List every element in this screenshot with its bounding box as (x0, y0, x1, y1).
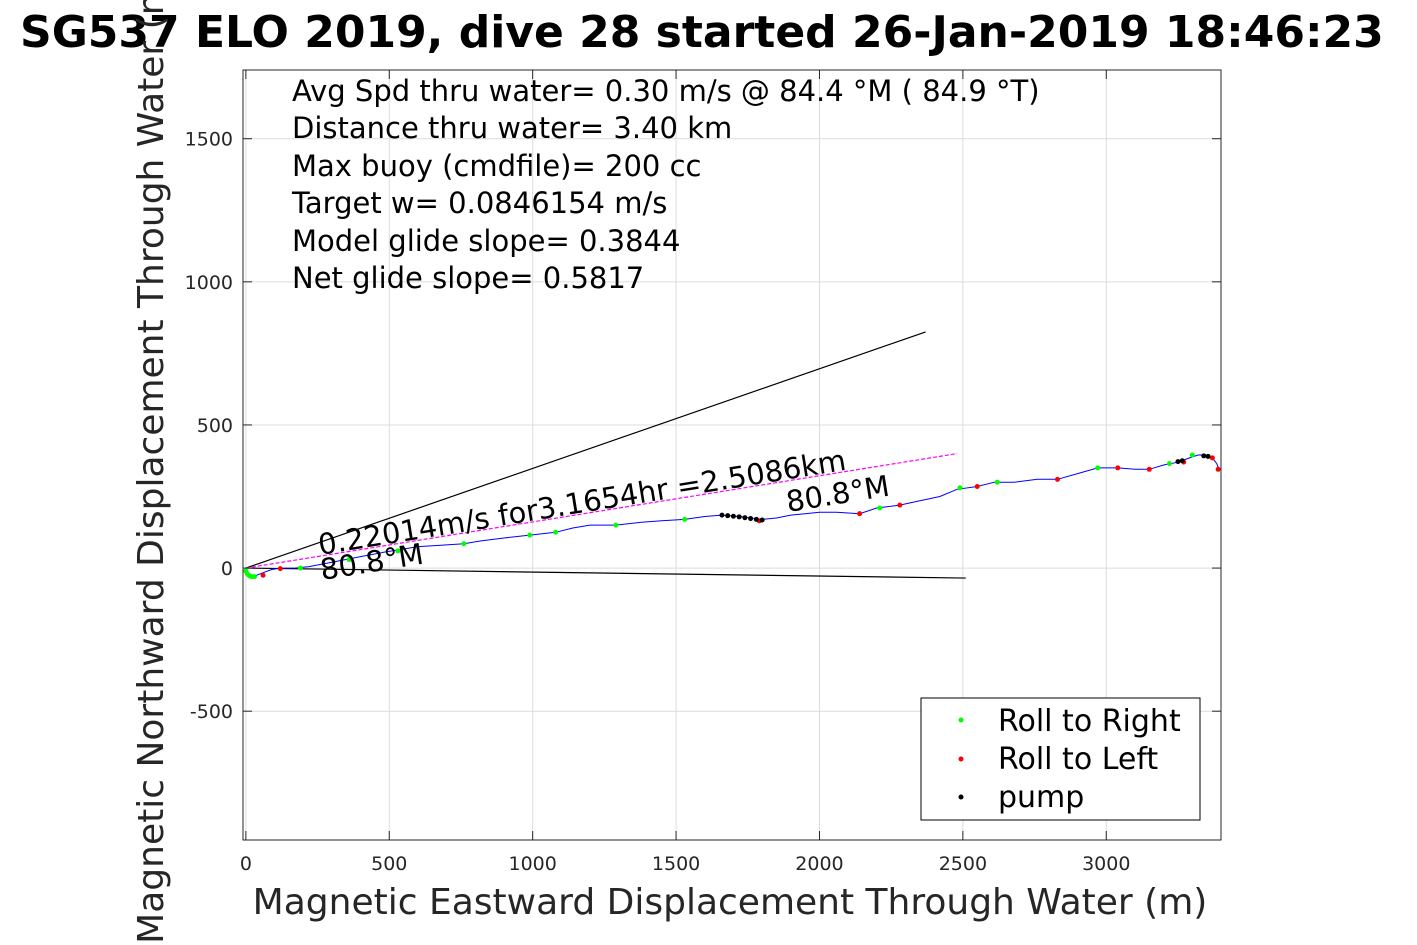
roll-to-left-point (897, 502, 903, 508)
pump-point (725, 513, 731, 519)
annotation-target-w: Target w= 0.0846154 m/s (291, 186, 667, 220)
ticks: 0 500 1000 1500 2000 2500 3000 -500 0 500 1000 1500 (185, 70, 1221, 875)
roll-to-right-point (346, 556, 352, 562)
current-vector-line (245, 452, 958, 569)
roll-to-left-point (260, 572, 266, 578)
legend-label-pump: pump (998, 780, 1084, 815)
annotation-distance: Distance thru water= 3.40 km (292, 111, 732, 145)
pump-point (748, 516, 754, 522)
grid (243, 70, 1221, 840)
roll-to-left-point (1115, 465, 1121, 471)
roll-to-right-point (613, 522, 619, 528)
legend-box (920, 697, 1201, 821)
y-tick-label: -500 (190, 701, 233, 723)
roll-to-right-point (1095, 465, 1101, 471)
plot-frame (242, 69, 1222, 841)
roll-to-right-point (682, 516, 688, 522)
marker-layer (243, 452, 1221, 580)
y-tick-label: 1500 (185, 129, 233, 151)
annotation-avg-speed: Avg Spd thru water= 0.30 m/s @ 84.4 °M (… (292, 74, 1040, 108)
legend-label-roll-left: Roll to Left (998, 742, 1158, 777)
pump-point (753, 516, 759, 522)
annotation-block: Avg Spd thru water= 0.30 m/s @ 84.4 °M (… (291, 74, 1040, 295)
roll-to-right-point (957, 485, 963, 491)
pump-point (742, 515, 748, 521)
chart-title: SG537 ELO 2019, dive 28 started 26-Jan-2… (20, 7, 1384, 58)
roll-to-right-point (461, 541, 467, 547)
pump-point (759, 517, 765, 523)
x-tick-label: 1000 (508, 853, 556, 875)
roll-to-left-point (1215, 466, 1221, 472)
legend-marker-roll-left (958, 756, 964, 762)
roll-to-left-point (1146, 466, 1152, 472)
x-tick-label: 2500 (939, 853, 987, 875)
pump-point (1201, 453, 1207, 459)
pump-point (1179, 458, 1185, 464)
roll-to-right-point (553, 529, 559, 535)
y-tick-label: 0 (221, 558, 233, 580)
roll-to-left-point (974, 483, 980, 489)
roll-to-left-point (1055, 476, 1061, 482)
roll-to-right-point (1166, 461, 1172, 467)
roll-to-right-point (877, 505, 883, 511)
roll-to-right-point (395, 548, 401, 554)
pump-point (719, 512, 725, 518)
y-tick-label: 500 (197, 415, 233, 437)
roll-to-right-point (1189, 452, 1195, 458)
x-axis-label: Magnetic Eastward Displacement Through W… (253, 882, 1208, 923)
pump-point (1205, 453, 1211, 459)
annotation-model-glide: Model glide slope= 0.3844 (292, 224, 680, 258)
legend-marker-roll-right (958, 717, 964, 723)
pump-point (730, 513, 736, 519)
annotation-max-buoy: Max buoy (cmdfile)= 200 cc (292, 149, 701, 183)
legend-marker-pump (958, 794, 964, 800)
annotation-net-glide: Net glide slope= 0.5817 (292, 261, 644, 295)
pump-point (736, 514, 742, 520)
reference-lines (245, 331, 966, 579)
y-tick-label: 1000 (185, 272, 233, 294)
y-axis-label: Magnetic Northward Displacement Through … (131, 0, 172, 944)
roll-to-left-point (857, 511, 863, 517)
pump-point (1175, 459, 1181, 465)
upper-heading-line (245, 331, 926, 569)
roll-to-left-point (1209, 455, 1215, 461)
roll-to-left-point (277, 566, 283, 572)
x-tick-label: 0 (240, 853, 252, 875)
x-tick-label: 3000 (1082, 853, 1130, 875)
x-tick-label: 2000 (795, 853, 843, 875)
x-tick-label: 1500 (652, 853, 700, 875)
lower-heading-line (245, 567, 966, 579)
roll-to-right-point (251, 574, 257, 580)
roll-to-right-point (994, 479, 1000, 485)
roll-to-right-point (527, 532, 533, 538)
legend: Roll to Right Roll to Left pump (920, 697, 1201, 821)
roll-to-right-point (297, 565, 303, 571)
x-tick-label: 500 (371, 853, 407, 875)
legend-label-roll-right: Roll to Right (998, 704, 1181, 739)
